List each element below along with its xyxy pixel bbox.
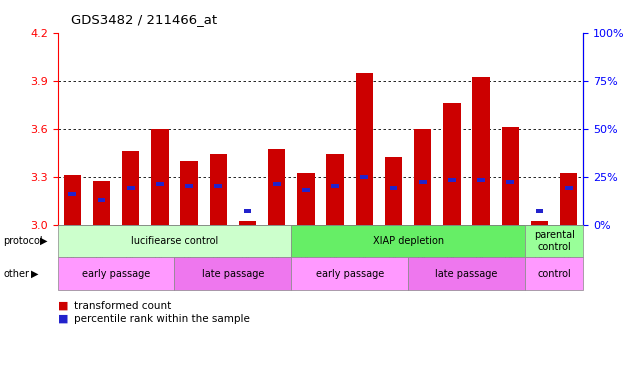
- Text: protocol: protocol: [3, 236, 43, 246]
- Text: other: other: [3, 268, 29, 279]
- Text: transformed count: transformed count: [74, 301, 171, 311]
- Bar: [63, 175, 81, 225]
- Bar: [536, 209, 544, 213]
- Bar: [419, 180, 427, 184]
- Bar: [472, 78, 490, 225]
- Bar: [331, 184, 339, 188]
- Text: ▶: ▶: [40, 236, 47, 246]
- Bar: [244, 209, 251, 213]
- Text: percentile rank within the sample: percentile rank within the sample: [74, 314, 249, 324]
- Bar: [180, 161, 198, 225]
- Bar: [297, 174, 315, 225]
- Text: ■: ■: [58, 301, 68, 311]
- Text: ■: ■: [58, 314, 68, 324]
- Text: parental
control: parental control: [534, 230, 574, 252]
- Bar: [477, 179, 485, 182]
- Text: GDS3482 / 211466_at: GDS3482 / 211466_at: [71, 13, 217, 26]
- Text: control: control: [537, 268, 571, 279]
- Bar: [360, 175, 368, 179]
- Bar: [214, 184, 222, 188]
- Bar: [302, 188, 310, 192]
- Bar: [414, 129, 431, 225]
- Bar: [122, 151, 140, 225]
- Bar: [506, 180, 514, 184]
- Bar: [385, 157, 403, 225]
- Bar: [127, 186, 135, 190]
- Bar: [93, 182, 110, 225]
- Bar: [185, 184, 193, 188]
- Text: early passage: early passage: [82, 268, 150, 279]
- Bar: [151, 129, 169, 225]
- Bar: [268, 149, 285, 225]
- Bar: [356, 73, 373, 225]
- Text: late passage: late passage: [202, 268, 264, 279]
- Text: ▶: ▶: [31, 268, 38, 279]
- Text: lucifiearse control: lucifiearse control: [131, 236, 218, 246]
- Bar: [69, 192, 76, 196]
- Bar: [273, 182, 281, 186]
- Bar: [443, 103, 461, 225]
- Bar: [238, 222, 256, 225]
- Bar: [156, 182, 164, 186]
- Text: early passage: early passage: [315, 268, 384, 279]
- Bar: [390, 186, 397, 190]
- Text: XIAP depletion: XIAP depletion: [372, 236, 444, 246]
- Bar: [448, 179, 456, 182]
- Bar: [560, 174, 578, 225]
- Text: late passage: late passage: [435, 268, 497, 279]
- Bar: [501, 127, 519, 225]
- Bar: [210, 154, 227, 225]
- Bar: [326, 154, 344, 225]
- Bar: [531, 222, 548, 225]
- Bar: [97, 198, 105, 202]
- Bar: [565, 186, 572, 190]
